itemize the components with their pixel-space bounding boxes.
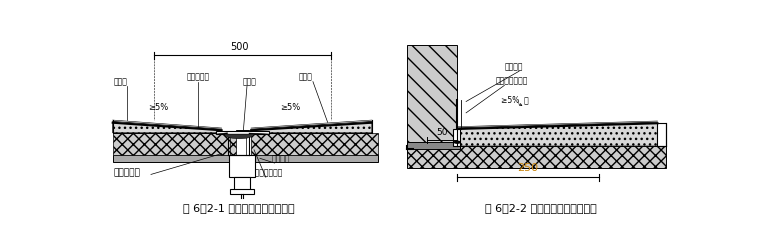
- Polygon shape: [251, 123, 372, 133]
- Text: 找坡层: 找坡层: [298, 73, 312, 82]
- Bar: [234, 177, 251, 190]
- Bar: [230, 189, 254, 194]
- Bar: [657, 123, 667, 146]
- Text: 防水层: 防水层: [114, 77, 128, 86]
- Text: 图 6．2-2 横式水落口剖面示意图: 图 6．2-2 横式水落口剖面示意图: [485, 203, 597, 213]
- Bar: [230, 154, 255, 177]
- Text: 防水收头: 防水收头: [505, 62, 523, 71]
- Text: 250: 250: [518, 164, 539, 173]
- Text: 专用密封膏: 专用密封膏: [114, 168, 141, 177]
- Polygon shape: [225, 134, 254, 139]
- Text: 不锈钢雨水篦子: 不锈钢雨水篦子: [496, 77, 528, 85]
- Text: 碎石混凝土垫实: 碎石混凝土垫实: [251, 168, 283, 177]
- Text: 50: 50: [436, 128, 448, 137]
- Text: 防水附加层: 防水附加层: [186, 73, 210, 82]
- Bar: [251, 133, 378, 154]
- Text: ≥5%: ≥5%: [148, 103, 168, 112]
- Bar: [236, 130, 249, 131]
- Bar: [407, 146, 667, 168]
- Polygon shape: [112, 123, 222, 133]
- Polygon shape: [216, 133, 227, 134]
- Polygon shape: [249, 133, 269, 134]
- Bar: [407, 45, 458, 153]
- Bar: [112, 154, 378, 162]
- Polygon shape: [458, 123, 657, 146]
- Text: ≥5%: ≥5%: [280, 103, 301, 112]
- Text: 雨水斗: 雨水斗: [242, 77, 256, 86]
- Bar: [112, 133, 236, 154]
- Text: 屋面顶板: 屋面顶板: [272, 154, 290, 163]
- Circle shape: [454, 141, 461, 143]
- Bar: [216, 131, 269, 134]
- Text: 图 6．2-1 直式水落口剖面示意图: 图 6．2-1 直式水落口剖面示意图: [183, 203, 295, 213]
- Text: 500: 500: [230, 42, 249, 52]
- Text: ≥5%  找: ≥5% 找: [502, 95, 529, 104]
- Bar: [453, 129, 460, 146]
- Bar: [407, 142, 461, 149]
